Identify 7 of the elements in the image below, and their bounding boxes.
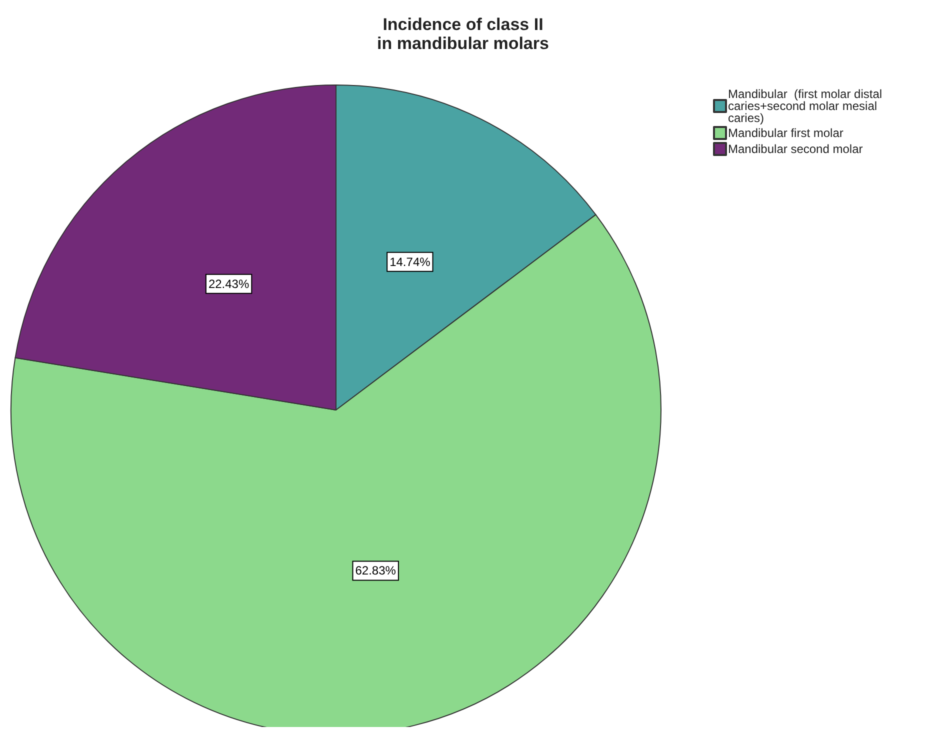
legend-label: Mandibular second molar <box>728 142 863 156</box>
legend-label: Mandibular (first molar distal caries+second molar mesial caries) <box>728 87 886 125</box>
data-label: 62.83% <box>355 564 396 578</box>
data-label: 22.43% <box>208 276 250 291</box>
chart-title: Incidence of class II in mandibular molars <box>377 15 549 53</box>
legend-label: Mandibular first molar <box>728 126 844 140</box>
data-label: 14.74% <box>390 254 431 269</box>
